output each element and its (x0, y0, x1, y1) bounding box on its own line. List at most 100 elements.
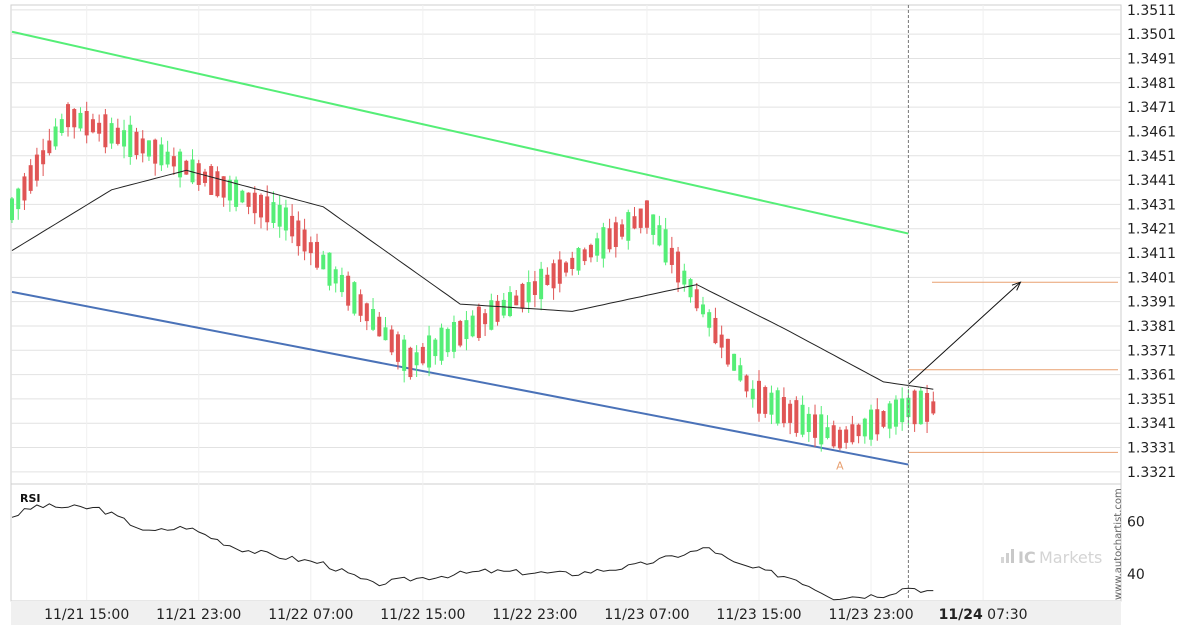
x-tick-label: 11/21 23:00 (156, 607, 241, 623)
candle-body (862, 418, 867, 437)
candle-body (146, 140, 151, 157)
candle-body (657, 225, 662, 246)
candle-body (296, 220, 301, 247)
candle-body (893, 399, 898, 427)
candle-body (576, 248, 581, 271)
y-tick-label: 1.3351 (1127, 392, 1176, 408)
x-tick-label: 11/23 15:00 (716, 607, 801, 623)
candle-body (831, 425, 836, 447)
candle-body (28, 165, 33, 191)
candle-body (352, 282, 357, 314)
y-tick-label: 1.3391 (1127, 295, 1176, 311)
candle-body (458, 320, 463, 346)
candle-body (601, 227, 606, 259)
candle-body (588, 244, 593, 258)
candle-body (508, 292, 512, 317)
candle-body (489, 300, 494, 330)
candle-body (427, 335, 432, 368)
candle-body (738, 365, 743, 381)
candle-body (620, 224, 625, 237)
candle-body (806, 413, 811, 433)
candle-body (59, 119, 64, 133)
rsi-line (11, 503, 934, 601)
candle-body (763, 387, 768, 414)
candle-body (302, 229, 307, 252)
candle-body (259, 194, 263, 218)
candle-body (377, 316, 382, 337)
horizontal-gridlines (11, 9, 1121, 473)
y-tick-label: 1.3441 (1127, 173, 1176, 189)
rsi-indicator: 40 60 (11, 503, 1145, 601)
y-tick-label: 1.3461 (1127, 124, 1176, 140)
candle-body (470, 315, 475, 337)
candle-body (514, 295, 519, 306)
candle-body (41, 150, 46, 165)
x-tick-label-bold-part: 11/24 (939, 607, 983, 623)
candle-body (545, 274, 550, 285)
candle-body (47, 140, 52, 154)
candle-body (140, 138, 145, 154)
candle-body (769, 392, 774, 415)
candle-body (775, 390, 780, 424)
candle-body (819, 414, 824, 445)
candle-body (327, 252, 332, 286)
y-tick-label: 1.3491 (1127, 51, 1176, 67)
candle-body (912, 390, 917, 425)
trend-channel (11, 30, 909, 466)
y-tick-label: 1.3361 (1127, 368, 1176, 384)
candle-body (825, 427, 830, 438)
candle-body (794, 400, 799, 433)
x-tick-label: 11/24 07:30 (939, 607, 1028, 623)
candle-body (557, 259, 562, 284)
candle-body (483, 313, 488, 325)
rsi-tick-label: 60 (1127, 515, 1145, 531)
candle-body (165, 151, 170, 165)
candle-body (122, 130, 127, 147)
candle-body (22, 176, 27, 201)
candle-body (707, 312, 712, 328)
candle-body (234, 179, 239, 207)
candle-body (190, 159, 195, 183)
candle-body (869, 409, 874, 440)
candle-body (781, 397, 786, 424)
candle-body (757, 380, 761, 414)
candle-body (551, 263, 556, 289)
candle-body (283, 207, 288, 231)
candle-body (128, 124, 133, 158)
candle-body (570, 257, 575, 269)
candle-body (900, 398, 905, 423)
candle-body (53, 126, 58, 147)
y-tick-label: 1.3421 (1127, 222, 1176, 238)
y-tick-label: 1.3321 (1127, 465, 1176, 481)
candle-body (750, 388, 755, 400)
candle-body (526, 282, 531, 303)
candle-body (364, 303, 369, 322)
candle-body (339, 274, 344, 293)
candle-body (66, 104, 71, 128)
logo-bars-icon (1001, 549, 1014, 563)
x-axis-band (11, 601, 1121, 625)
candle-body (464, 320, 469, 340)
x-tick-label: 11/22 23:00 (492, 607, 577, 623)
candle-body (850, 424, 855, 443)
y-axis-labels: 1.3321 1.3331 1.3341 1.3351 1.3361 1.3371 1.33… (1127, 3, 1176, 481)
y-tick-label: 1.3411 (1127, 246, 1176, 262)
candle-body (78, 112, 83, 129)
candle-body (227, 179, 232, 201)
candle-body (202, 171, 207, 183)
candle-body (638, 208, 643, 228)
forecast-arrow: A (836, 281, 1022, 472)
candle-body (420, 346, 425, 364)
candle-body (800, 404, 805, 435)
candle-body (844, 429, 849, 443)
candle-body (925, 392, 930, 422)
candle-body (788, 403, 793, 423)
candle-body (632, 216, 637, 229)
candle-body (321, 254, 326, 270)
candle-body (445, 328, 450, 353)
y-tick-label: 1.3401 (1127, 270, 1176, 286)
candle-body (607, 228, 612, 250)
candle-body (651, 214, 656, 235)
candle-body (433, 339, 438, 357)
